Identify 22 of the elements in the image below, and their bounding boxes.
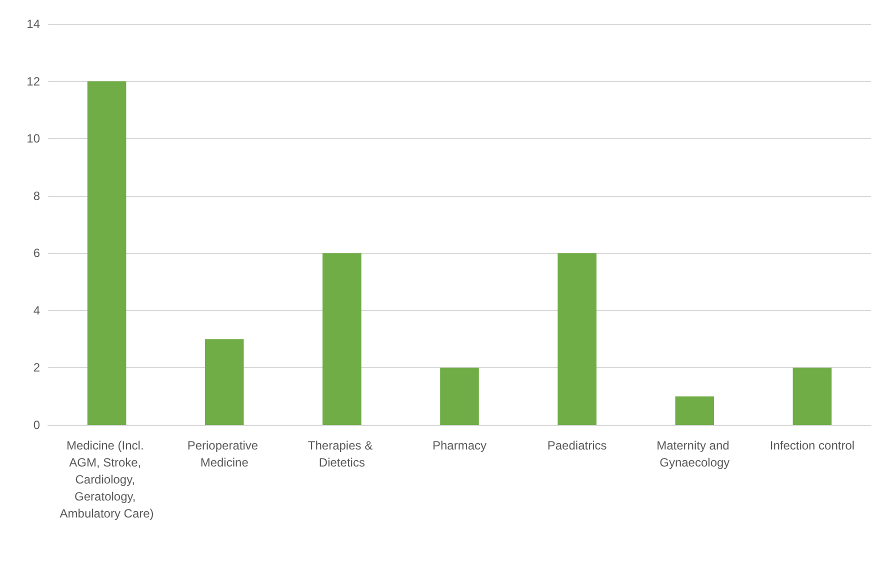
x-tick-label: Therapies & Dietetics <box>308 438 376 470</box>
x-tick-label: Medicine (Incl. AGM, Stroke, Cardiology, Geratology, Ambulatory Care) <box>60 438 154 520</box>
x-tick-label: Infection control <box>770 438 855 452</box>
y-tick-label: 12 <box>26 74 40 88</box>
bar <box>675 396 714 425</box>
bar <box>558 253 596 425</box>
bar <box>87 81 126 425</box>
x-tick-label: Paediatrics <box>547 438 607 452</box>
bar <box>204 339 244 425</box>
bar <box>440 368 479 425</box>
y-tick-label: 8 <box>33 188 40 203</box>
x-tick-label: Pharmacy <box>432 438 487 452</box>
y-tick-label: 14 <box>26 17 40 31</box>
bar <box>792 368 832 425</box>
y-tick-label: 6 <box>33 246 40 260</box>
y-tick-label: 10 <box>26 132 40 146</box>
x-tick-label: Maternity and Gynaecology <box>656 438 733 470</box>
y-tick-label: 0 <box>33 418 40 432</box>
y-tick-label: 2 <box>33 360 40 375</box>
y-tick-label: 4 <box>33 303 40 318</box>
x-tick-label: Perioperative Medicine <box>187 438 262 470</box>
bar <box>322 253 362 425</box>
